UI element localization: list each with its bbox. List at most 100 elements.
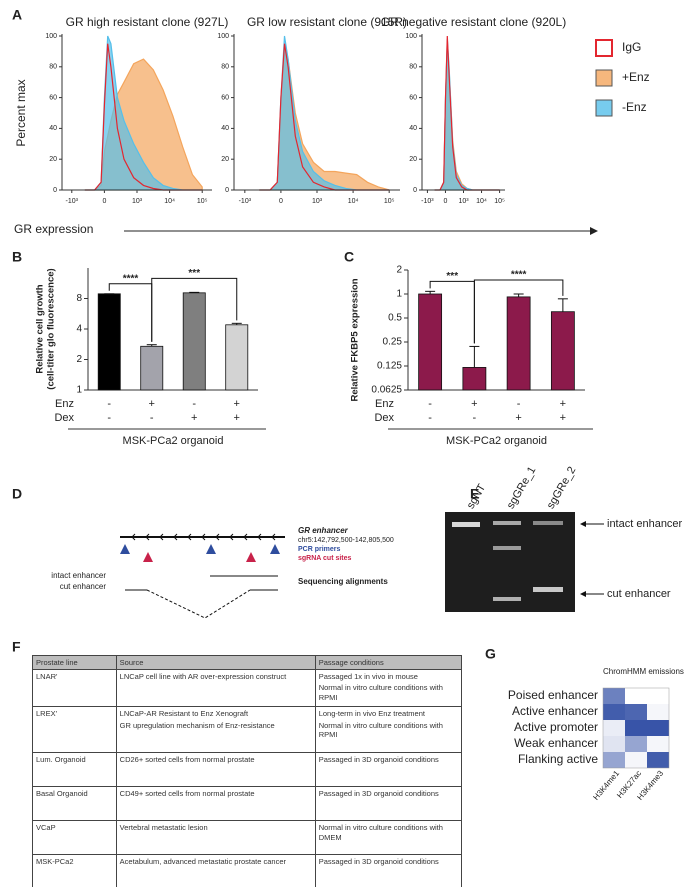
y-tick-label: 0.0625 — [371, 385, 402, 396]
direction-chevron — [159, 533, 164, 541]
direction-chevron — [215, 533, 220, 541]
row-value: - — [107, 412, 111, 424]
significance-label: *** — [446, 271, 458, 282]
y-tick-label: 40 — [409, 125, 417, 132]
cut-legend: sgRNA cut sites — [298, 555, 352, 562]
band-label: cut enhancer — [607, 588, 671, 600]
cell-text: VCaP — [36, 823, 56, 833]
table-cell: MSK-PCa2 — [32, 854, 117, 887]
bar — [140, 345, 164, 391]
table-row: LREX' LNCaP-AR Resistant to Enz Xenograft… — [32, 706, 463, 754]
x-tick-label: 10³ — [312, 198, 323, 205]
row-label: Weak enhancer — [514, 736, 598, 750]
table-row: MSK-PCa2 Acetabulum, advanced metastatic … — [32, 854, 463, 887]
y-tick-label: 40 — [49, 125, 57, 132]
heatmap-cell — [647, 752, 669, 768]
table-cell: LREX' — [32, 706, 117, 754]
y-tick-label: 80 — [221, 64, 229, 71]
cell-text: Vertebral metastatic lesion — [119, 823, 208, 833]
heatmap-cell — [625, 688, 647, 704]
primer-legend: PCR primers — [298, 546, 341, 553]
cell-text: Normal in vitro culture conditions with … — [318, 720, 443, 739]
y-tick-label: 60 — [409, 94, 417, 101]
x-axis-title: MSK-PCa2 organoid — [446, 435, 547, 447]
y-tick-label: 60 — [221, 94, 229, 101]
direction-chevron — [271, 533, 276, 541]
row-value: + — [191, 412, 197, 424]
cell-text: Long-term in vivo Enz treatment — [318, 709, 425, 719]
direction-chevron — [145, 533, 150, 541]
cell-text: Passaged 1x in vivo in mouse — [318, 672, 418, 681]
cell-text: LNAR' — [36, 672, 58, 681]
table-cell: Long-term in vivo Enz treatment Normal in… — [314, 706, 463, 754]
cut-marker — [143, 552, 153, 562]
cell-text: Passaged in 3D organoid conditions — [318, 789, 439, 799]
direction-chevron — [173, 533, 178, 541]
cell-text: LREX' — [36, 709, 58, 719]
heatmap-cell — [603, 688, 625, 704]
cell-text: Normal in vitro culture conditions with … — [318, 823, 443, 842]
significance-bracket — [473, 279, 564, 344]
heatmap-cell — [647, 736, 669, 752]
x-tick-label: 10⁵ — [197, 198, 208, 205]
bar — [506, 296, 531, 391]
legend-swatch — [595, 99, 613, 117]
y-tick-label: 8 — [76, 293, 82, 304]
table-row: LNAR' LNCaP cell line with AR over-expres… — [32, 668, 463, 708]
x-tick-label: 10³ — [458, 198, 469, 205]
significance-label: **** — [511, 270, 527, 281]
primer-marker — [206, 544, 216, 554]
x-tick-label: 10⁴ — [164, 198, 175, 205]
table-cell: Vertebral metastatic lesion — [115, 820, 316, 856]
gel-background — [445, 512, 575, 612]
row-value: + — [560, 412, 566, 424]
row-value: + — [234, 412, 240, 424]
lane-label: sgNT — [465, 482, 489, 511]
header-cell: Source — [115, 655, 316, 670]
arrowhead — [580, 591, 586, 597]
bar — [550, 311, 575, 391]
y-tick-label: 100 — [217, 33, 229, 40]
y-tick-label: 100 — [405, 33, 417, 40]
panel-label: E — [470, 486, 479, 502]
row-value: - — [428, 412, 432, 424]
row-value: - — [150, 412, 154, 424]
cell-text: Normal in vitro culture conditions with … — [318, 683, 443, 702]
row-label: Dex — [374, 412, 394, 424]
x-tick-label: -10³ — [421, 198, 434, 205]
row-value: + — [560, 398, 566, 410]
y-tick-label: 0 — [413, 187, 417, 194]
alignment-label: cut enhancer — [60, 582, 107, 591]
x-axis-title: GR expression — [14, 222, 93, 236]
y-tick-label: 2 — [396, 265, 402, 276]
table-cell: LNCaP-AR Resistant to Enz Xenograft GR up… — [115, 706, 316, 754]
header-row: Prostate line Source Passage conditions — [32, 655, 463, 670]
y-axis-title: Relative FKBP5 expression — [350, 278, 361, 401]
header-cell: Prostate line — [32, 655, 117, 670]
y-tick-label: 0 — [53, 187, 57, 194]
cell-text: Lum. Organoid — [36, 755, 86, 765]
y-tick-label: 0 — [225, 187, 229, 194]
heatmap-cell — [603, 704, 625, 720]
significance-label: **** — [123, 273, 139, 284]
table-row: VCaP Vertebral metastatic lesion Normal in… — [32, 820, 463, 856]
row-label: Active enhancer — [512, 704, 598, 718]
histogram-line — [434, 35, 500, 191]
table-cell: Basal Organoid — [32, 786, 117, 822]
direction-chevron — [201, 533, 206, 541]
enhancer-diagram: GR enhancer chr5:142,792,500-142,805,500… — [51, 526, 394, 619]
cell-text: MSK-PCa2 — [36, 857, 74, 867]
table-cell: Acetabulum, advanced metastatic prostate… — [115, 854, 316, 887]
cell-text: Acetabulum, advanced metastatic prostate… — [119, 857, 286, 867]
y-tick-label: 100 — [45, 33, 57, 40]
bar — [97, 293, 121, 391]
heatmap-cell — [625, 752, 647, 768]
cell-text: CD26+ sorted cells from normal prostate — [119, 755, 255, 765]
heatmap-cell — [647, 720, 669, 736]
row-value: - — [192, 398, 196, 410]
y-tick-label: 1 — [76, 385, 82, 396]
table-row: Basal Organoid CD49+ sorted cells from no… — [32, 786, 463, 822]
row-value: + — [234, 398, 240, 410]
heatmap-cell — [647, 704, 669, 720]
alignment-label: intact enhancer — [51, 571, 106, 580]
